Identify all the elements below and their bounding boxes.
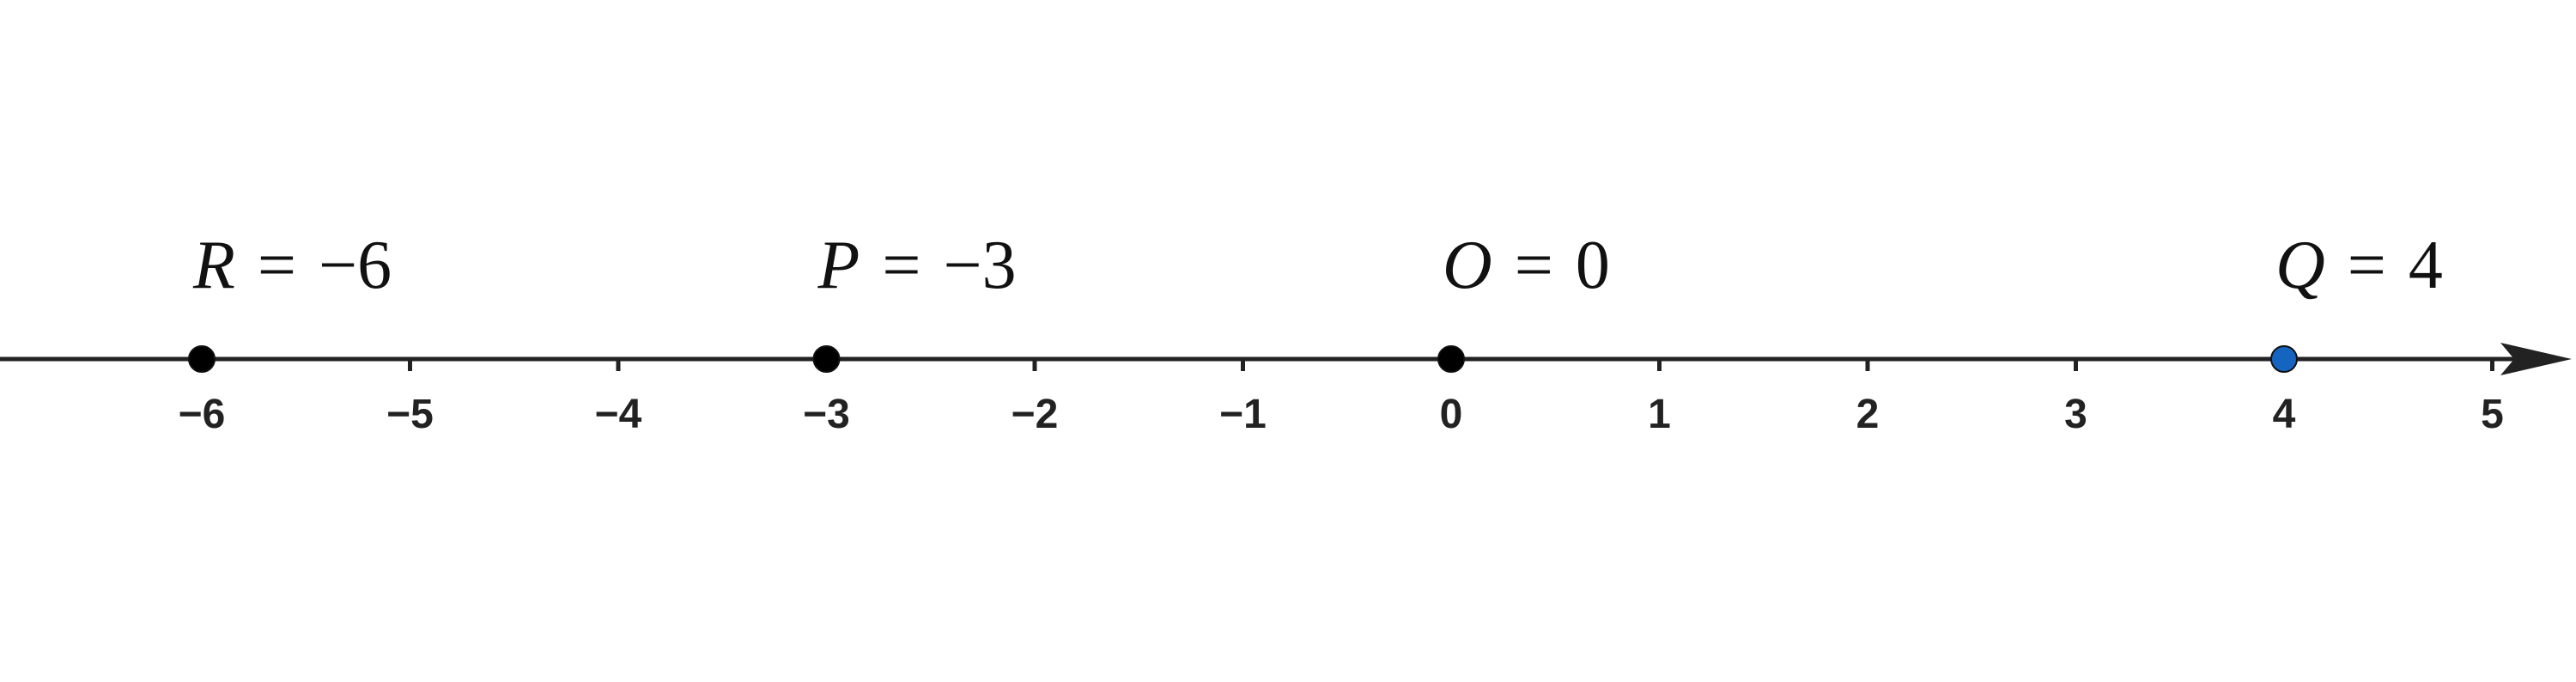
- tick-label: 2: [1856, 392, 1880, 437]
- equals-sign: =: [1515, 228, 1553, 303]
- point-label-q: Q = 4: [2275, 228, 2443, 303]
- point-label-r: R = −6: [192, 228, 392, 303]
- tick-label: −1: [1219, 392, 1267, 437]
- tick-label: 3: [2064, 392, 2087, 437]
- tick-label: −4: [595, 392, 642, 437]
- tick-label: 4: [2273, 392, 2296, 437]
- equals-sign: =: [882, 228, 920, 303]
- tick-label: 5: [2481, 392, 2504, 437]
- tick-label: 0: [1440, 392, 1463, 437]
- point-q: [2270, 345, 2298, 373]
- point-r: [188, 345, 216, 373]
- axis-arrowhead-icon: [2500, 343, 2572, 375]
- tick-label: −6: [179, 392, 226, 437]
- equals-sign: =: [2348, 228, 2386, 303]
- tick-label: −5: [386, 392, 434, 437]
- labeled-points: R = −6 P = −3 O = 0 Q = 4: [188, 228, 2443, 373]
- point-o: [1437, 345, 1465, 373]
- point-value: 0: [1576, 228, 1610, 303]
- point-label-o: O = 0: [1443, 228, 1610, 303]
- point-value: −6: [319, 228, 392, 303]
- point-label-p: P = −3: [817, 228, 1017, 303]
- tick-label: −3: [803, 392, 850, 437]
- point-name: Q: [2275, 228, 2325, 303]
- point-name: P: [817, 228, 860, 303]
- point-name: O: [1443, 228, 1492, 303]
- point-p: [812, 345, 841, 373]
- point-value: 4: [2409, 228, 2443, 303]
- tick-labels: −6 −5 −4 −3 −2 −1 0 1 2 3 4 5: [179, 392, 2504, 437]
- tick-label: 1: [1648, 392, 1671, 437]
- tick-label: −2: [1012, 392, 1059, 437]
- equals-sign: =: [258, 228, 296, 303]
- point-value: −3: [944, 228, 1017, 303]
- point-name: R: [192, 228, 235, 303]
